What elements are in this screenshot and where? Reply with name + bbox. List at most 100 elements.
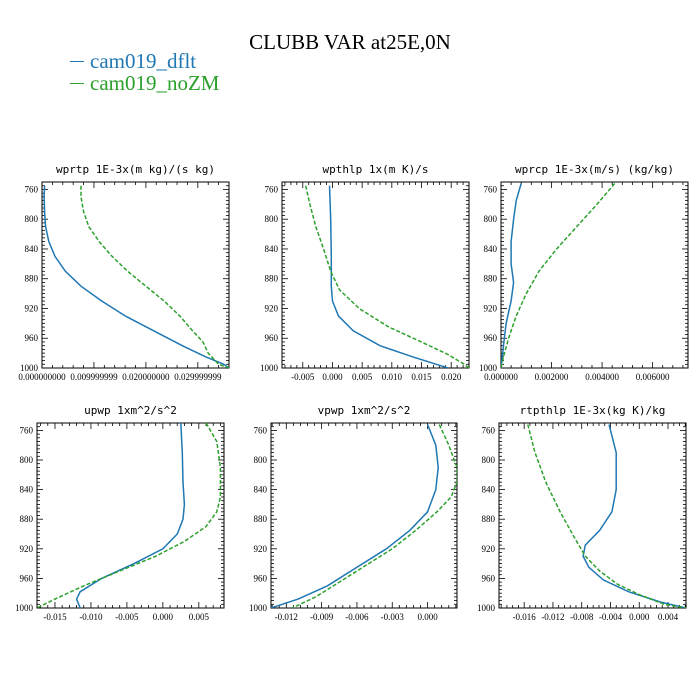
legend-item-dflt: cam019_dflt (70, 50, 219, 72)
panel-2-ytick-label: 880 (484, 274, 498, 284)
panel-3-xtick-label: 0.000 (153, 612, 174, 622)
panel-0-ytick-label: 760 (25, 184, 39, 194)
panel-4-xtick-label: -0.012 (275, 612, 298, 622)
panel-5-frame (498, 422, 687, 609)
panel-0-ytick-label: 960 (25, 333, 39, 343)
panel-3-ytick-label: 760 (20, 425, 34, 435)
panel-3-series-nozm-line (37, 423, 222, 608)
panel-3-xtick-label: -0.015 (43, 612, 67, 622)
panel-0-xtick-label: 0.029999999 (174, 372, 222, 382)
panel-5-ytick-label: 800 (482, 455, 496, 465)
panel-4-ytick-label: 920 (254, 544, 268, 554)
panel-1-ytick-label: 920 (265, 303, 279, 313)
panel-4-ytick-label: 1000 (249, 603, 268, 613)
panel-1-ytick-label: 760 (265, 184, 279, 194)
panel-4-ytick-label: 800 (254, 455, 268, 465)
panel-1-xtick-label: 0.010 (382, 372, 403, 382)
panel-1-xtick-label: -0.005 (291, 372, 315, 382)
panel-5-xtick-label: -0.016 (513, 612, 537, 622)
panel-0-series-dflt-line (43, 185, 229, 368)
panel-3-series-dflt-line (75, 423, 186, 608)
panel-1-xtick-label: 0.015 (411, 372, 432, 382)
panel-3-xtick-label: -0.005 (115, 612, 139, 622)
panel-2-xtick-label: 0.000000 (484, 372, 518, 382)
panel-5-ytick-label: 840 (482, 485, 496, 495)
panel-2-xtick-label: 0.002000 (535, 372, 569, 382)
panel-3-ytick-label: 1000 (15, 603, 34, 613)
panel-0-title: wprtp 1E-3x(m kg)/(s kg) (56, 163, 215, 176)
panel-0-ytick-label: 920 (25, 303, 39, 313)
panel-1-series-nozm-line (304, 185, 469, 368)
panel-4-xtick-label: -0.006 (345, 612, 369, 622)
panel-2-ytick-label: 960 (484, 333, 498, 343)
panel-1-title: wpthlp 1x(m K)/s (323, 163, 429, 176)
panel-2-ytick-label: 920 (484, 303, 498, 313)
panel-3-ytick-label: 920 (20, 544, 34, 554)
panel-0-xtick-label: 0.009999999 (70, 372, 118, 382)
panel-0-ytick-label: 1000 (20, 363, 39, 373)
legend: cam019_dflt cam019_noZM (70, 50, 219, 94)
panel-0-xtick-label: 0.020000000 (122, 372, 170, 382)
panel-4-ytick-label: 840 (254, 485, 268, 495)
panel-1-ytick-label: 840 (265, 244, 279, 254)
panel-2-ytick-label: 760 (484, 184, 498, 194)
panel-5-series-dflt-line (582, 424, 686, 608)
panel-0-ytick-label: 840 (25, 244, 39, 254)
panel-1-xtick-label: 0.020 (441, 372, 462, 382)
panel-0-xtick-label: 0.000000000 (18, 372, 66, 382)
panel-5-title: rtpthlp 1E-3x(kg K)/kg (520, 404, 666, 417)
panel-1-series-dflt-line (328, 185, 449, 368)
panel-4-series-nozm-line (291, 424, 457, 608)
panel-5-xtick-label: -0.012 (541, 612, 564, 622)
panel-5-ytick-label: 760 (482, 425, 496, 435)
panel-0-ytick-label: 880 (25, 274, 39, 284)
panel-2-xtick-label: 0.006000 (636, 372, 670, 382)
legend-swatch-dflt (70, 60, 84, 62)
panel-5-xtick-label: 0.004 (658, 612, 679, 622)
panel-3-title: upwp 1xm^2/s^2 (84, 404, 177, 417)
figure-title: CLUBB VAR at25E,0N (249, 30, 451, 54)
panel-4-xtick-label: -0.003 (381, 612, 405, 622)
panel-1-ytick-label: 800 (265, 214, 279, 224)
panel-4-series-dflt-line (271, 424, 439, 608)
panel-2-ytick-label: 840 (484, 244, 498, 254)
panel-1-ytick-label: 880 (265, 274, 279, 284)
legend-label-dflt: cam019_dflt (90, 49, 197, 73)
panel-1-frame (281, 181, 470, 369)
panel-3-ytick-label: 960 (20, 573, 34, 583)
legend-swatch-nozm (70, 82, 84, 84)
panel-2-series-nozm-line (501, 183, 616, 368)
panel-5-xtick-label: 0.000 (629, 612, 650, 622)
panel-3-ytick-label: 880 (20, 514, 34, 524)
legend-item-nozm: cam019_noZM (70, 72, 219, 94)
panel-4-ytick-label: 960 (254, 573, 268, 583)
panel-3-frame (36, 422, 225, 609)
panel-5-xtick-label: -0.008 (570, 612, 594, 622)
panel-1-ytick-label: 960 (265, 333, 279, 343)
panel-2-series-dflt-line (501, 183, 522, 368)
panel-5-ytick-label: 960 (482, 573, 496, 583)
panel-4-title: vpwp 1xm^2/s^2 (318, 404, 411, 417)
panel-4-frame (270, 422, 458, 609)
panel-5-ytick-label: 880 (482, 514, 496, 524)
panel-0-ytick-label: 800 (25, 214, 39, 224)
panel-1-xtick-label: 0.000 (322, 372, 343, 382)
panel-3-ytick-label: 800 (20, 455, 34, 465)
panel-2-title: wprcp 1E-3x(m/s) (kg/kg) (515, 163, 674, 176)
panel-5-series-nozm-line (527, 424, 686, 608)
panel-3-ytick-label: 840 (20, 485, 34, 495)
panel-3-xtick-label: 0.005 (189, 612, 210, 622)
panel-5-ytick-label: 920 (482, 544, 496, 554)
panel-2-ytick-label: 1000 (479, 363, 498, 373)
panel-0-series-nozm-line (80, 185, 229, 368)
legend-label-nozm: cam019_noZM (90, 71, 220, 95)
panel-5-xtick-label: -0.004 (599, 612, 623, 622)
panel-1-xtick-label: 0.005 (352, 372, 373, 382)
panel-4-ytick-label: 760 (254, 425, 268, 435)
panel-5-ytick-label: 1000 (477, 603, 496, 613)
panel-3-xtick-label: -0.010 (79, 612, 103, 622)
panel-2-xtick-label: 0.004000 (585, 372, 619, 382)
panel-2-frame (500, 181, 689, 369)
panel-4-ytick-label: 880 (254, 514, 268, 524)
